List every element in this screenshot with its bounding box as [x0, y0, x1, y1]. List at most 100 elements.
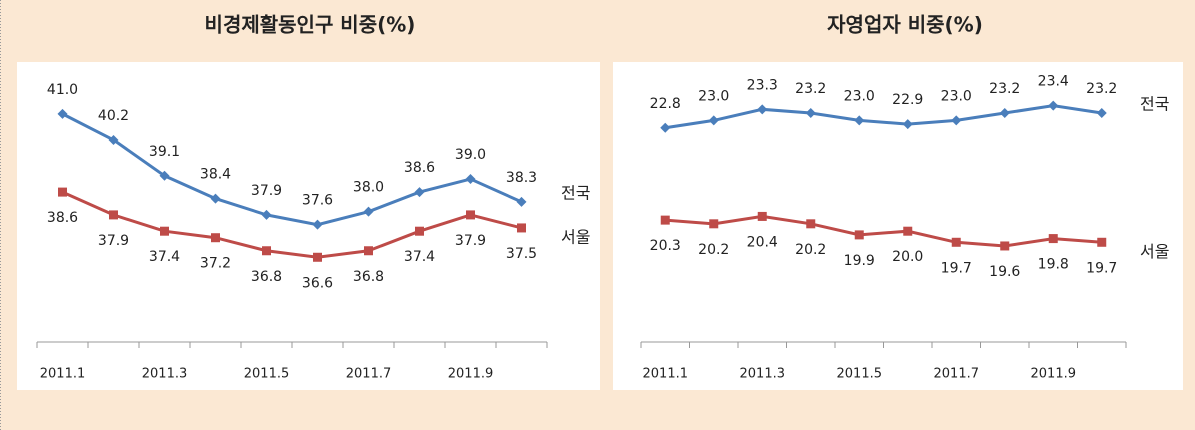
data-label: 38.0 — [353, 180, 384, 196]
marker — [160, 226, 169, 236]
marker — [999, 108, 1010, 119]
marker — [1000, 241, 1010, 251]
data-label: 20.4 — [747, 234, 778, 250]
marker — [805, 108, 816, 119]
data-label: 41.0 — [47, 82, 78, 98]
data-label: 37.5 — [506, 246, 537, 262]
data-label: 38.4 — [200, 167, 231, 183]
panel — [17, 62, 600, 390]
marker — [261, 209, 272, 220]
data-label: 22.9 — [892, 92, 923, 108]
data-label: 38.6 — [404, 160, 435, 176]
marker — [364, 246, 373, 256]
data-label: 20.2 — [795, 242, 826, 258]
data-label: 39.0 — [455, 147, 486, 163]
marker — [951, 237, 961, 247]
marker — [109, 210, 118, 220]
marker — [854, 230, 864, 240]
data-label: 37.6 — [302, 193, 333, 209]
x-tick-label: 2011.5 — [837, 367, 883, 382]
marker — [313, 252, 322, 262]
marker — [757, 211, 767, 221]
marker — [210, 193, 221, 204]
x-tick-label: 2011.1 — [643, 367, 689, 382]
marker — [708, 115, 719, 126]
data-label: 19.7 — [941, 260, 972, 276]
data-label: 23.2 — [1086, 81, 1117, 97]
x-tick-label: 2011.3 — [142, 367, 188, 382]
panel — [613, 62, 1183, 390]
data-label: 37.9 — [455, 233, 486, 249]
marker — [951, 115, 962, 126]
marker — [262, 246, 271, 256]
series-line — [665, 214, 1102, 248]
marker — [1096, 108, 1107, 119]
marker — [312, 219, 323, 230]
marker — [709, 219, 719, 229]
data-label: 36.8 — [353, 269, 384, 285]
data-label: 37.9 — [98, 233, 129, 249]
marker — [903, 226, 913, 236]
data-label: 37.2 — [200, 256, 231, 272]
marker — [854, 115, 865, 126]
data-label: 19.8 — [1038, 257, 1069, 273]
marker — [465, 174, 476, 185]
data-label: 19.6 — [989, 264, 1020, 280]
x-tick-label: 2011.5 — [244, 367, 290, 382]
marker — [902, 119, 913, 130]
data-label: 37.9 — [251, 183, 282, 199]
marker — [757, 104, 768, 115]
marker — [1097, 237, 1107, 247]
data-label: 38.6 — [47, 210, 78, 226]
x-tick-label: 2011.7 — [934, 367, 980, 382]
data-label: 23.0 — [941, 88, 972, 104]
x-tick-label: 2011.3 — [740, 367, 786, 382]
series-name: 서울 — [561, 227, 590, 246]
data-label: 23.3 — [747, 77, 778, 93]
chart-title: 자영업자 비중(%) — [827, 13, 983, 37]
marker — [57, 108, 68, 119]
data-label: 37.4 — [404, 249, 435, 265]
data-label: 20.0 — [892, 249, 923, 265]
marker — [108, 134, 119, 145]
marker — [516, 196, 527, 207]
data-label: 22.8 — [650, 96, 681, 112]
marker — [211, 233, 220, 243]
data-label: 36.6 — [302, 275, 333, 291]
chart-title: 비경제활동인구 비중(%) — [205, 13, 416, 37]
data-label: 36.8 — [251, 269, 282, 285]
marker — [414, 187, 425, 198]
data-label: 20.2 — [698, 242, 729, 258]
marker — [415, 226, 424, 236]
marker — [1048, 100, 1059, 111]
data-label: 40.2 — [98, 108, 129, 124]
series-name: 전국 — [561, 183, 590, 202]
data-label: 19.9 — [844, 253, 875, 269]
x-tick-label: 2011.9 — [448, 367, 494, 382]
series-name: 전국 — [1140, 95, 1169, 114]
data-label: 38.3 — [506, 170, 537, 186]
data-label: 20.3 — [650, 238, 681, 254]
series-line — [61, 112, 523, 227]
marker — [58, 187, 67, 197]
marker — [806, 219, 816, 229]
marker — [363, 206, 374, 217]
marker — [517, 223, 526, 233]
series-line — [61, 190, 522, 259]
marker — [1048, 234, 1058, 244]
x-tick-label: 2011.7 — [346, 367, 392, 382]
data-label: 37.4 — [149, 249, 180, 265]
data-label: 23.4 — [1038, 74, 1069, 90]
data-label: 39.1 — [149, 144, 180, 160]
data-label: 23.2 — [989, 81, 1020, 97]
marker — [466, 210, 475, 220]
series-line — [665, 104, 1102, 130]
x-tick-label: 2011.9 — [1031, 367, 1077, 382]
marker — [660, 122, 671, 133]
data-label: 23.0 — [844, 88, 875, 104]
x-tick-label: 2011.1 — [40, 367, 86, 382]
series-name: 서울 — [1140, 242, 1169, 261]
data-label: 19.7 — [1086, 260, 1117, 276]
marker — [660, 215, 670, 225]
